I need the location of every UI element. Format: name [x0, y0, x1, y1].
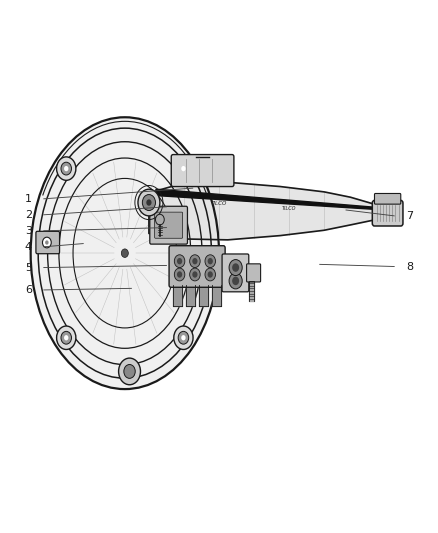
Circle shape: [208, 271, 213, 278]
Circle shape: [192, 271, 198, 278]
Circle shape: [192, 258, 198, 264]
Circle shape: [45, 240, 49, 245]
Text: 3: 3: [25, 226, 32, 236]
Circle shape: [64, 166, 68, 171]
Text: 5: 5: [25, 263, 32, 272]
Circle shape: [190, 255, 200, 268]
Text: TILCO: TILCO: [211, 201, 227, 206]
Circle shape: [61, 332, 71, 344]
FancyBboxPatch shape: [374, 193, 401, 204]
Circle shape: [174, 255, 185, 268]
Circle shape: [57, 157, 76, 180]
Circle shape: [177, 258, 182, 264]
Text: 2: 2: [25, 210, 32, 220]
Circle shape: [155, 214, 164, 225]
Text: TILCO: TILCO: [282, 206, 297, 212]
Text: 6: 6: [25, 285, 32, 295]
Text: 7: 7: [406, 211, 413, 221]
FancyBboxPatch shape: [171, 155, 234, 187]
Circle shape: [205, 268, 215, 281]
Circle shape: [174, 157, 193, 180]
Circle shape: [138, 189, 160, 216]
Circle shape: [232, 263, 239, 272]
Circle shape: [119, 358, 141, 385]
Circle shape: [181, 166, 186, 171]
Circle shape: [42, 237, 51, 248]
Polygon shape: [149, 182, 381, 240]
Circle shape: [177, 271, 182, 278]
Circle shape: [142, 195, 155, 211]
Text: 4: 4: [25, 242, 32, 252]
Circle shape: [57, 326, 76, 350]
Circle shape: [178, 332, 189, 344]
Text: 8: 8: [406, 262, 413, 271]
Circle shape: [146, 199, 152, 206]
FancyBboxPatch shape: [372, 200, 403, 226]
Circle shape: [174, 326, 193, 350]
Ellipse shape: [31, 117, 219, 389]
Circle shape: [205, 255, 215, 268]
FancyBboxPatch shape: [150, 206, 187, 244]
Circle shape: [208, 258, 213, 264]
Circle shape: [61, 162, 71, 175]
FancyBboxPatch shape: [222, 254, 249, 292]
Circle shape: [181, 335, 186, 341]
FancyBboxPatch shape: [247, 264, 261, 282]
Circle shape: [178, 162, 189, 175]
Circle shape: [232, 277, 239, 285]
FancyBboxPatch shape: [36, 231, 60, 254]
Circle shape: [229, 260, 242, 276]
Circle shape: [121, 249, 128, 257]
FancyBboxPatch shape: [169, 246, 225, 287]
Text: 1: 1: [25, 194, 32, 204]
Circle shape: [190, 268, 200, 281]
Circle shape: [124, 365, 135, 378]
Circle shape: [174, 268, 185, 281]
Circle shape: [229, 273, 242, 289]
FancyBboxPatch shape: [155, 212, 183, 238]
Circle shape: [64, 335, 68, 341]
